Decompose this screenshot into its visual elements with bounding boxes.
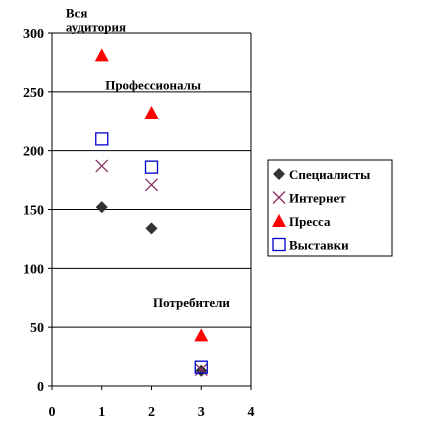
x-tick-label: 4: [248, 405, 255, 420]
y-tick-label: 200: [23, 145, 44, 160]
legend-label: Специалисты: [289, 167, 370, 182]
data-point-triangle: [94, 48, 109, 62]
data-point-square: [144, 160, 159, 174]
annotation-label: Потребители: [153, 295, 230, 310]
x-tick-label: 3: [198, 405, 205, 420]
legend-label: Интернет: [289, 191, 346, 206]
y-tick-label: 150: [23, 204, 44, 219]
chart-annotations: Вся аудитория Профессионалы Потребители: [66, 6, 230, 310]
legend-label: Пресса: [289, 214, 331, 229]
data-points: [94, 48, 209, 377]
data-point-x: [145, 178, 158, 192]
x-tick-label: 1: [98, 405, 105, 420]
y-tick-label: 300: [23, 27, 44, 42]
y-tick-label: 100: [23, 262, 44, 277]
legend-marker-diamond: [273, 168, 285, 180]
data-point-triangle: [194, 328, 209, 342]
y-tick-label: 50: [30, 321, 44, 336]
legend-marker-triangle: [272, 214, 286, 227]
data-point-diamond: [195, 364, 208, 377]
data-point-x: [95, 159, 109, 173]
data-point-square: [194, 360, 208, 374]
data-point-square: [95, 132, 109, 146]
data-point-diamond: [95, 201, 108, 214]
legend-box: [267, 159, 393, 257]
legend-marker-x: [272, 191, 286, 204]
data-point-triangle: [144, 106, 159, 120]
data-point-diamond: [145, 222, 158, 235]
legend: Специалисты Интернет Пресса Выставки: [267, 159, 393, 257]
x-axis-ticks: 0 1 2 3 4: [49, 386, 255, 420]
legend-label: Выставки: [289, 238, 349, 253]
annotation-label: Профессионалы: [105, 77, 201, 92]
legend-marker-square: [272, 237, 286, 252]
x-tick-label: 2: [148, 405, 155, 420]
y-tick-label: 250: [23, 86, 44, 101]
y-tick-label: 0: [37, 380, 44, 395]
x-tick-label: 0: [49, 405, 56, 420]
y-axis-ticks: 0 50 100 150 200 250 300: [23, 27, 52, 395]
annotation-label: Вся аудитория: [66, 6, 126, 35]
